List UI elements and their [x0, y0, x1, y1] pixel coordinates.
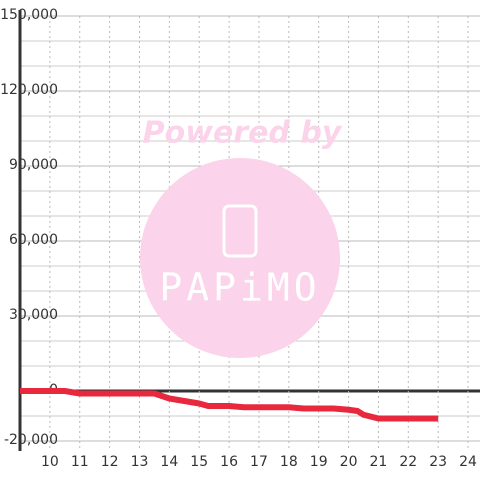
x-tick-label: 19	[310, 454, 328, 470]
x-tick-label: 23	[429, 454, 447, 470]
x-tick-label: 15	[190, 454, 208, 470]
x-tick-label: 21	[370, 454, 388, 470]
phone-icon	[222, 204, 258, 258]
y-tick-label: 90,000	[9, 157, 58, 173]
watermark-circle	[140, 158, 340, 358]
y-tick-label: -20,000	[4, 432, 58, 448]
y-tick-label: 60,000	[9, 232, 58, 248]
x-tick-label: 14	[160, 454, 178, 470]
y-tick-label: 150,000	[0, 7, 58, 23]
y-tick-label: 120,000	[0, 82, 58, 98]
x-tick-label: 16	[220, 454, 238, 470]
watermark-brand: PAPiMO	[159, 266, 320, 310]
watermark: Powered by PAPiMO	[140, 116, 343, 358]
y-tick-label: 30,000	[9, 307, 58, 323]
x-tick-label: 22	[399, 454, 417, 470]
x-tick-label: 11	[71, 454, 89, 470]
watermark-title: Powered by	[143, 116, 343, 151]
x-tick-label: 24	[459, 454, 477, 470]
x-tick-label: 13	[131, 454, 149, 470]
x-tick-label: 10	[41, 454, 59, 470]
x-tick-label: 20	[340, 454, 358, 470]
x-tick-label: 18	[280, 454, 298, 470]
x-tick-label: 17	[250, 454, 268, 470]
line-series	[20, 388, 439, 422]
x-tick-label: 12	[101, 454, 119, 470]
